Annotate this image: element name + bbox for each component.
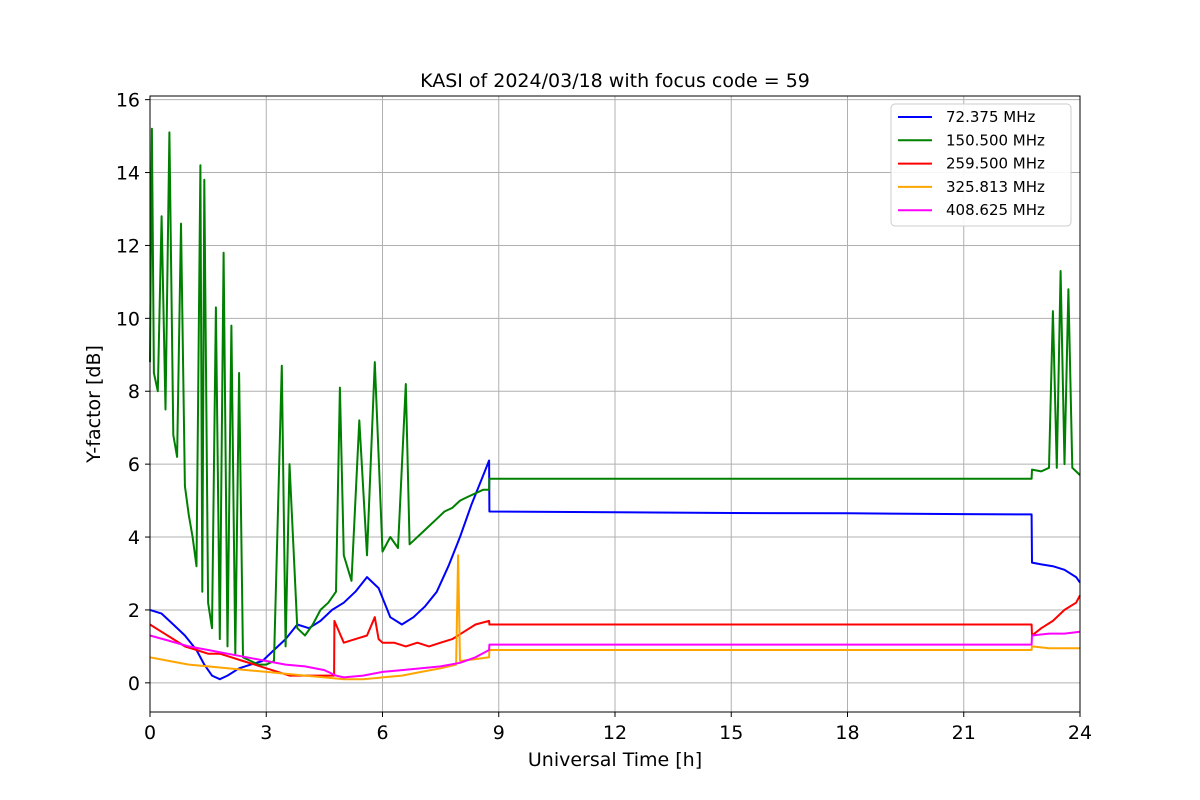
x-tick-label: 18	[835, 722, 859, 744]
x-axis-label: Universal Time [h]	[528, 749, 702, 771]
x-tick-label: 0	[144, 722, 156, 744]
y-tick-label: 10	[116, 308, 140, 330]
series-line-3	[149, 554, 1080, 681]
x-tick-label: 3	[260, 722, 272, 744]
x-tick-label: 15	[719, 722, 743, 744]
y-tick-label: 8	[128, 381, 140, 403]
legend: 72.375 MHz 150.500 MHz 259.500 MHz 325.8…	[890, 103, 1072, 227]
series-line-0	[149, 459, 1081, 681]
series-line-1	[149, 127, 1081, 666]
y-tick-label: 6	[128, 454, 140, 476]
x-tick-label: 24	[1068, 722, 1092, 744]
series-line-4	[149, 630, 1081, 679]
grid	[149, 96, 1081, 712]
y-tick-label: 14	[116, 163, 140, 185]
x-tick-label: 6	[376, 722, 388, 744]
legend-label: 259.500 MHz	[946, 155, 1045, 173]
legend-label: 150.500 MHz	[946, 131, 1045, 149]
series-lines	[149, 127, 1081, 681]
y-axis-label: Y-factor [dB]	[83, 345, 105, 464]
x-tick-label: 12	[603, 722, 627, 744]
legend-label: 408.625 MHz	[946, 201, 1045, 219]
series-line-2	[149, 594, 1081, 677]
chart-title: KASI of 2024/03/18 with focus code = 59	[420, 70, 810, 92]
y-tick-label: 16	[116, 90, 140, 112]
legend-box	[890, 103, 1072, 227]
y-tick-label: 12	[116, 235, 140, 257]
legend-label: 325.813 MHz	[946, 178, 1045, 196]
x-tick-label: 21	[952, 722, 976, 744]
y-tick-label: 2	[128, 600, 140, 622]
y-tick-label: 4	[128, 527, 140, 549]
legend-label: 72.375 MHz	[946, 108, 1035, 126]
x-tick-label: 9	[493, 722, 505, 744]
y-tick-label: 0	[128, 673, 140, 695]
